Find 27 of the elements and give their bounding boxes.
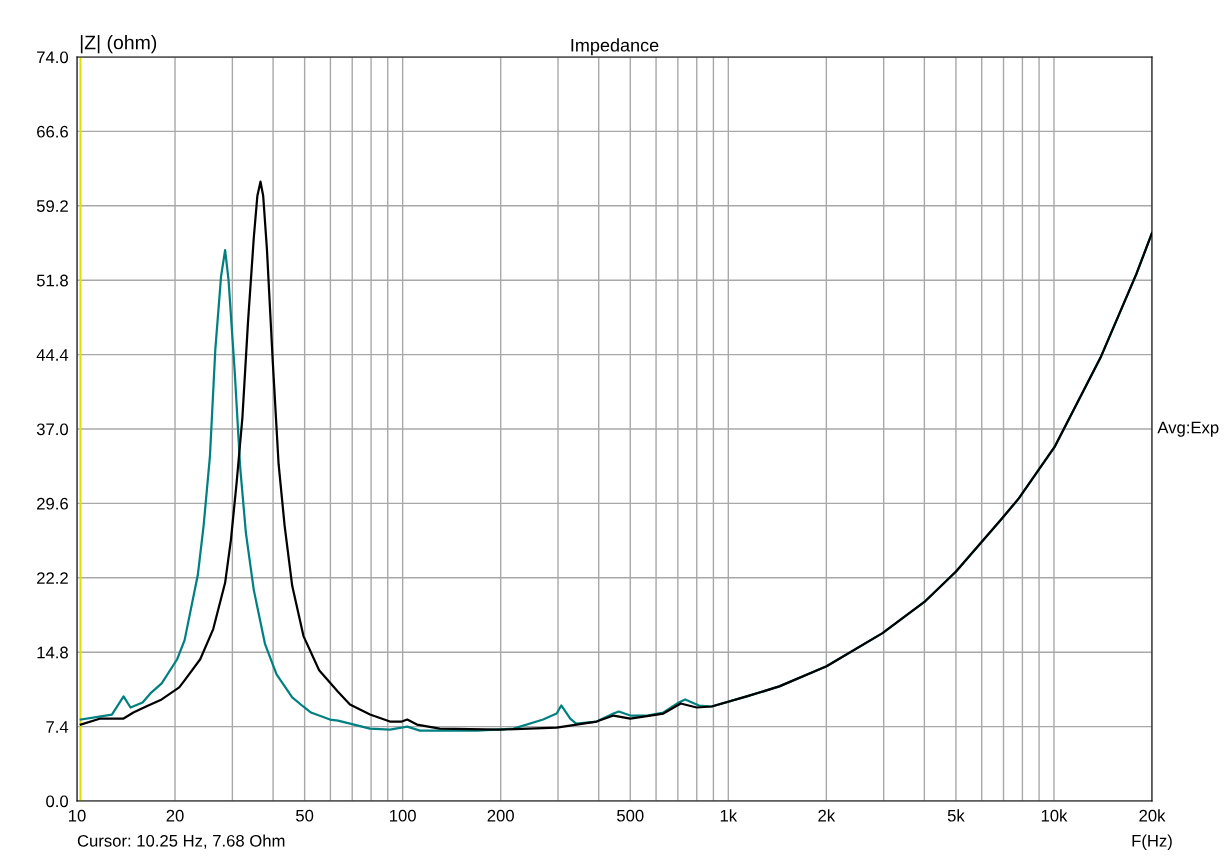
y-axis-title: |Z| (ohm) <box>80 35 157 54</box>
y-tick-label: 59.2 <box>36 200 68 212</box>
y-tick-label: 22.2 <box>37 572 68 584</box>
x-tick-label: 200 <box>487 809 514 822</box>
y-tick-label: 51.8 <box>36 274 68 287</box>
x-tick-label: 100 <box>390 809 416 822</box>
y-tick-label: 74.0 <box>37 51 69 64</box>
x-tick-label: 500 <box>617 809 644 822</box>
y-tick-label: 44.4 <box>36 349 69 361</box>
x-tick-label: 2k <box>818 809 836 822</box>
x-tick-label: 1k <box>720 809 738 822</box>
y-tick-label: 7.4 <box>46 721 69 733</box>
x-tick-label: 20k <box>1139 809 1166 822</box>
y-tick-label: 66.6 <box>37 125 68 138</box>
y-tick-label: 37.0 <box>36 423 69 436</box>
y-tick-label: 29.6 <box>37 497 68 510</box>
x-tick-label: 10 <box>69 809 86 822</box>
chart-title: Impedance <box>571 38 659 56</box>
y-tick-label: 14.8 <box>37 646 68 659</box>
x-tick-label: 20 <box>166 809 184 822</box>
y-tick-label: 0.0 <box>46 795 69 808</box>
text: Cursor: 10.25 Hz, 7.68 Ohm <box>77 834 285 849</box>
x-tick-label: 10k <box>1041 809 1068 822</box>
text: Avg:Exp <box>1157 421 1219 437</box>
x-tick-label: 50 <box>296 809 314 822</box>
x-axis-title: F(Hz) <box>1132 834 1172 851</box>
x-tick-label: 5k <box>947 809 965 822</box>
